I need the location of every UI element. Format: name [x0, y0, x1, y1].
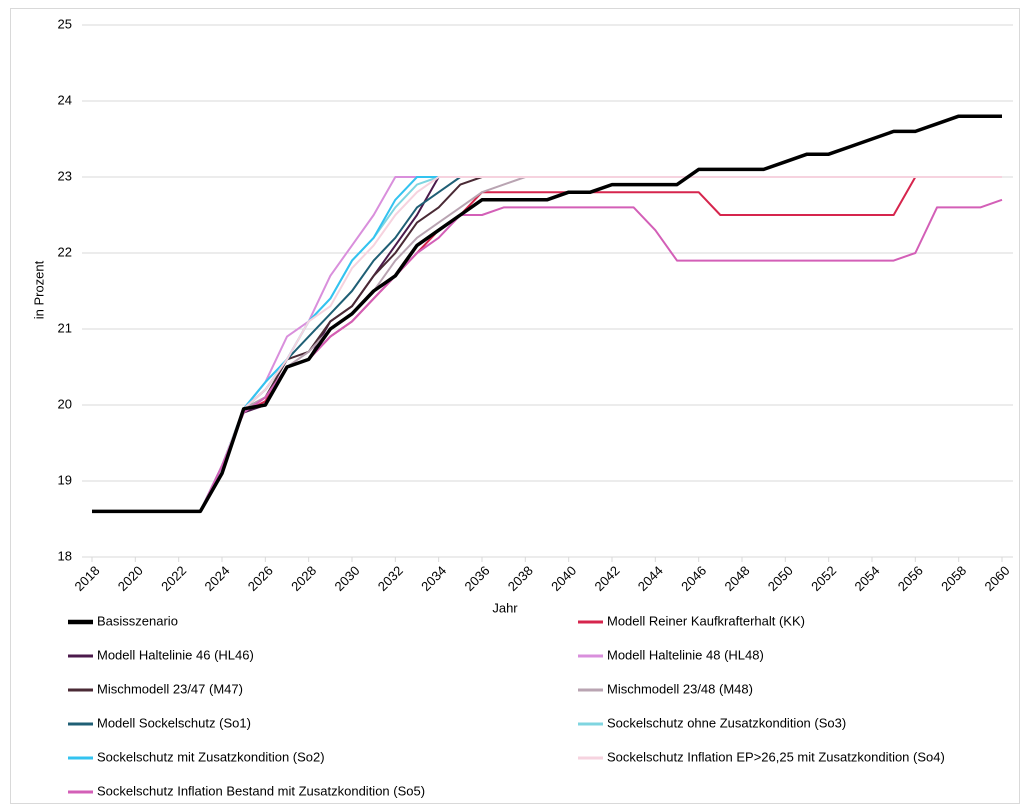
- x-tick-label: 2052: [808, 563, 839, 594]
- legend-label: Mischmodell 23/47 (M47): [97, 681, 243, 696]
- y-tick-label: 21: [58, 320, 72, 335]
- x-tick-label: 2034: [418, 563, 449, 594]
- x-tick-label: 2048: [721, 563, 752, 594]
- x-tick-label: 2018: [71, 563, 102, 594]
- series-line: [92, 176, 1002, 513]
- x-tick-label: 2060: [981, 563, 1012, 594]
- legend-label: Basisszenario: [97, 613, 178, 628]
- y-tick-label: 22: [58, 244, 72, 259]
- x-tick-label: 2036: [461, 563, 492, 594]
- x-tick-label: 2026: [245, 563, 276, 594]
- x-tick-label: 2020: [115, 563, 146, 594]
- series-line: [92, 176, 1002, 513]
- legend-label: Modell Haltelinie 48 (HL48): [607, 647, 764, 662]
- x-tick-label: 2038: [505, 563, 536, 594]
- x-tick-label: 2028: [288, 563, 319, 594]
- y-tick-label: 18: [58, 548, 72, 563]
- legend-label: Modell Reiner Kaufkrafterhalt (KK): [607, 613, 805, 628]
- legend-label: Sockelschutz mit Zusatzkondition (So2): [97, 749, 325, 764]
- x-tick-label: 2030: [331, 563, 362, 594]
- x-tick-label: 2046: [678, 563, 709, 594]
- series-line: [92, 176, 1002, 513]
- x-tick-label: 2058: [938, 563, 969, 594]
- legend-label: Modell Sockelschutz (So1): [97, 715, 251, 730]
- x-tick-label: 2024: [201, 563, 232, 594]
- chart-border: [10, 8, 1020, 804]
- y-tick-label: 20: [58, 396, 72, 411]
- y-tick-label: 25: [58, 16, 72, 31]
- x-tick-label: 2042: [591, 563, 622, 594]
- series-line: [92, 176, 1002, 513]
- x-axis-label: Jahr: [492, 600, 518, 615]
- y-tick-label: 23: [58, 168, 72, 183]
- x-tick-label: 2056: [895, 563, 926, 594]
- y-tick-label: 19: [58, 472, 72, 487]
- y-axis-label: in Prozent: [31, 260, 46, 319]
- x-tick-label: 2032: [375, 563, 406, 594]
- series-line: [92, 114, 1002, 514]
- series-line: [92, 176, 1002, 513]
- series-line: [92, 198, 1003, 513]
- series-line: [92, 176, 1002, 513]
- x-tick-label: 2054: [851, 563, 882, 594]
- series-line: [92, 176, 1002, 513]
- y-tick-label: 24: [58, 92, 72, 107]
- legend-label: Mischmodell 23/48 (M48): [607, 681, 753, 696]
- legend-label: Sockelschutz ohne Zusatzkondition (So3): [607, 715, 846, 730]
- legend-label: Sockelschutz Inflation Bestand mit Zusat…: [97, 783, 425, 798]
- legend-label: Sockelschutz Inflation EP>26,25 mit Zusa…: [607, 749, 945, 764]
- legend-label: Modell Haltelinie 46 (HL46): [97, 647, 254, 662]
- x-tick-label: 2022: [158, 563, 189, 594]
- series-line: [92, 176, 1002, 513]
- x-tick-label: 2040: [548, 563, 579, 594]
- x-tick-label: 2044: [635, 563, 666, 594]
- x-tick-label: 2050: [765, 563, 796, 594]
- series-line: [92, 176, 1002, 513]
